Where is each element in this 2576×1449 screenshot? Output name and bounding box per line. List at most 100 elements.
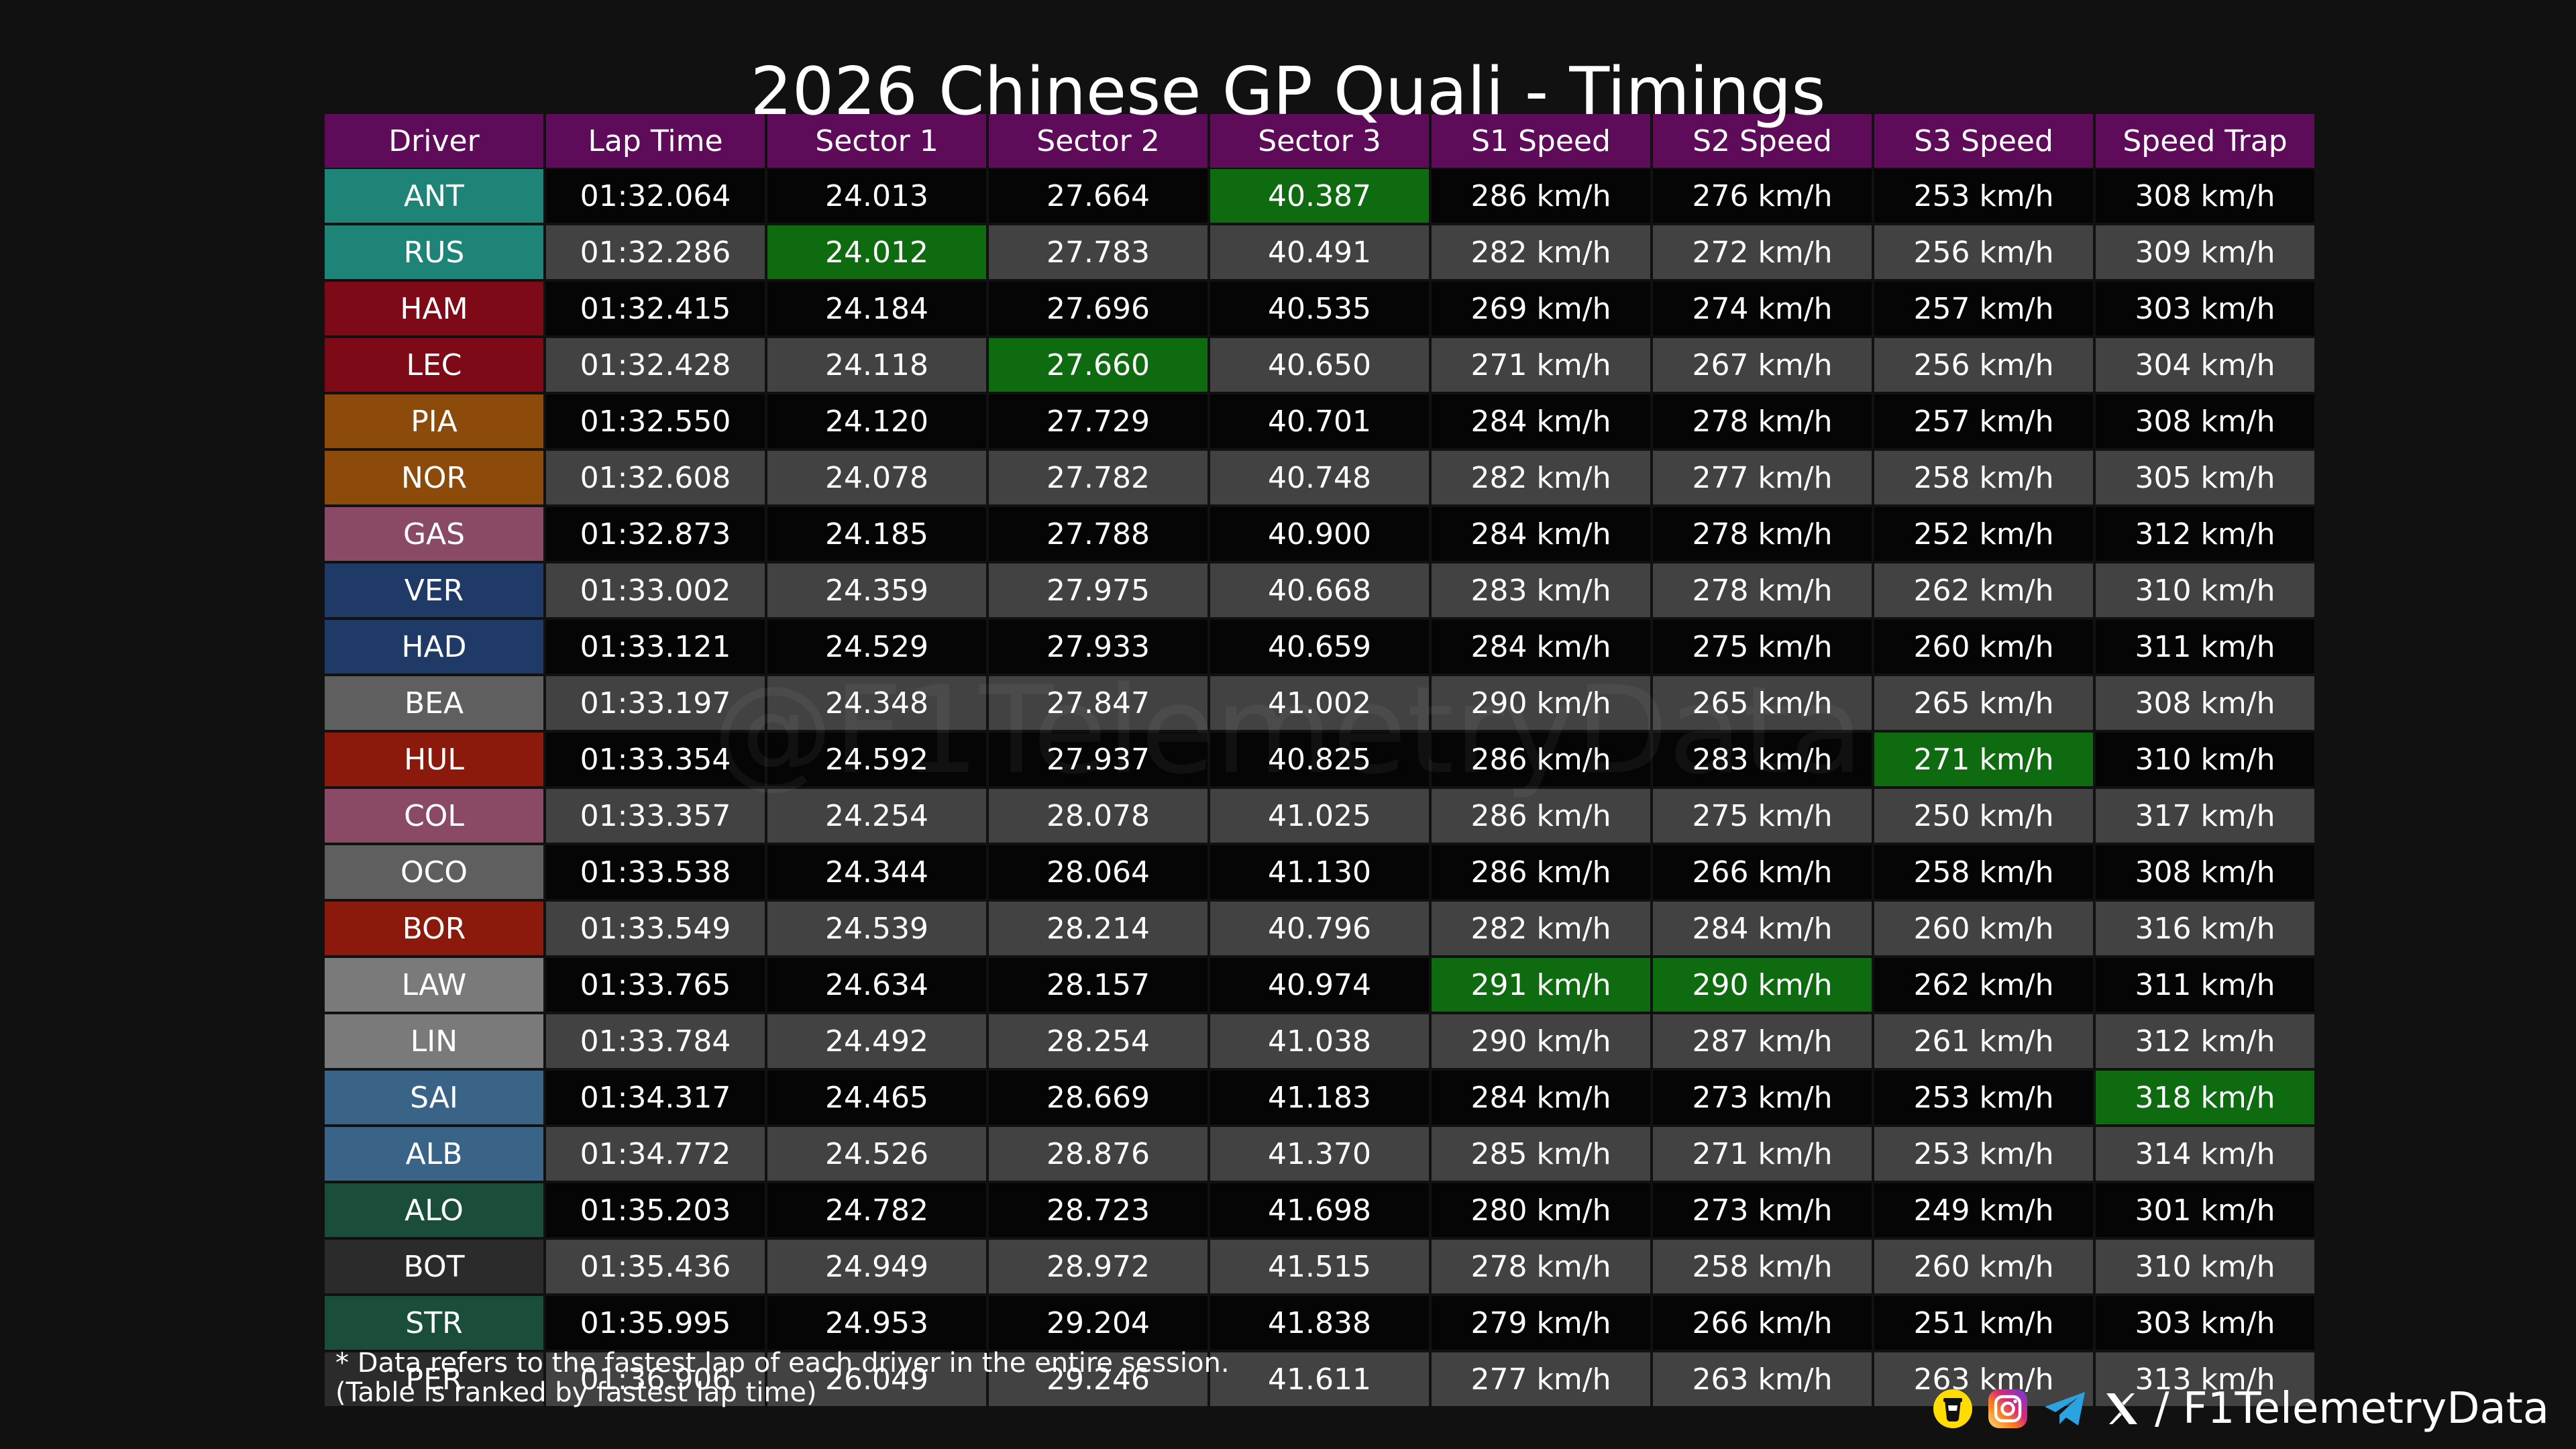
value-cell: 273 km/h (1653, 1069, 1872, 1126)
column-header: Speed Trap (2096, 114, 2314, 168)
value-cell: 41.370 (1210, 1126, 1429, 1182)
value-cell: 01:32.286 (546, 224, 765, 280)
value-cell: 283 km/h (1653, 731, 1872, 788)
driver-cell: NOR (325, 449, 543, 506)
value-cell: 278 km/h (1653, 562, 1872, 619)
column-header: S3 Speed (1874, 114, 2093, 168)
value-cell: 01:32.064 (546, 168, 765, 224)
buymeacoffee-icon[interactable] (1932, 1388, 1974, 1430)
value-cell: 291 km/h (1432, 957, 1650, 1013)
value-cell: 24.634 (767, 957, 986, 1013)
value-cell: 276 km/h (1653, 168, 1872, 224)
header-row: Driver Lap Time Sector 1 Sector 2 Sector 3 S1… (325, 114, 2314, 168)
value-cell: 24.254 (767, 788, 986, 844)
value-cell: 27.847 (989, 675, 1208, 731)
value-cell: 41.183 (1210, 1069, 1429, 1126)
instagram-icon[interactable] (1987, 1388, 2029, 1430)
value-cell: 01:35.203 (546, 1182, 765, 1238)
value-cell: 28.064 (989, 844, 1208, 900)
value-cell: 28.876 (989, 1126, 1208, 1182)
value-cell: 24.953 (767, 1295, 986, 1351)
value-cell: 24.592 (767, 731, 986, 788)
table-row: BOT 01:35.436 24.949 28.972 41.515 278 km/h 25… (325, 1238, 2314, 1295)
value-cell: 41.838 (1210, 1295, 1429, 1351)
driver-cell: BOR (325, 900, 543, 957)
value-cell: 01:33.354 (546, 731, 765, 788)
value-cell: 40.825 (1210, 731, 1429, 788)
value-cell: 24.012 (767, 224, 986, 280)
value-cell: 41.611 (1210, 1351, 1429, 1407)
value-cell: 260 km/h (1874, 1238, 2093, 1295)
value-cell: 258 km/h (1653, 1238, 1872, 1295)
telegram-icon[interactable] (2042, 1388, 2089, 1430)
value-cell: 01:35.436 (546, 1238, 765, 1295)
value-cell: 262 km/h (1874, 957, 2093, 1013)
value-cell: 267 km/h (1653, 337, 1872, 393)
value-cell: 24.344 (767, 844, 986, 900)
value-cell: 27.782 (989, 449, 1208, 506)
value-cell: 314 km/h (2096, 1126, 2314, 1182)
driver-cell: LAW (325, 957, 543, 1013)
value-cell: 256 km/h (1874, 224, 2093, 280)
value-cell: 261 km/h (1874, 1013, 2093, 1069)
value-cell: 41.698 (1210, 1182, 1429, 1238)
value-cell: 40.387 (1210, 168, 1429, 224)
value-cell: 24.529 (767, 619, 986, 675)
table-row: LEC 01:32.428 24.118 27.660 40.650 271 km/h 26… (325, 337, 2314, 393)
driver-cell: RUS (325, 224, 543, 280)
table-row: GAS 01:32.873 24.185 27.788 40.900 284 km/h 27… (325, 506, 2314, 562)
value-cell: 40.900 (1210, 506, 1429, 562)
value-cell: 313 km/h (2096, 1351, 2314, 1407)
value-cell: 272 km/h (1653, 224, 1872, 280)
driver-cell: PER (325, 1351, 543, 1407)
value-cell: 269 km/h (1432, 280, 1650, 337)
value-cell: 278 km/h (1653, 393, 1872, 449)
value-cell: 28.972 (989, 1238, 1208, 1295)
value-cell: 01:32.550 (546, 393, 765, 449)
table-row: BEA 01:33.197 24.348 27.847 41.002 290 km/h 26… (325, 675, 2314, 731)
column-header: Lap Time (546, 114, 765, 168)
value-cell: 40.701 (1210, 393, 1429, 449)
value-cell: 27.933 (989, 619, 1208, 675)
value-cell: 284 km/h (1432, 619, 1650, 675)
driver-cell: PIA (325, 393, 543, 449)
value-cell: 251 km/h (1874, 1295, 2093, 1351)
column-header: S1 Speed (1432, 114, 1650, 168)
value-cell: 27.664 (989, 168, 1208, 224)
table-row: NOR 01:32.608 24.078 27.782 40.748 282 km/h 27… (325, 449, 2314, 506)
x-icon[interactable] (2102, 1389, 2141, 1428)
driver-cell: OCO (325, 844, 543, 900)
value-cell: 40.668 (1210, 562, 1429, 619)
value-cell: 01:32.608 (546, 449, 765, 506)
value-cell: 01:33.002 (546, 562, 765, 619)
value-cell: 290 km/h (1432, 675, 1650, 731)
value-cell: 283 km/h (1432, 562, 1650, 619)
driver-cell: VER (325, 562, 543, 619)
value-cell: 265 km/h (1653, 675, 1872, 731)
value-cell: 24.492 (767, 1013, 986, 1069)
value-cell: 27.660 (989, 337, 1208, 393)
value-cell: 271 km/h (1432, 337, 1650, 393)
value-cell: 27.788 (989, 506, 1208, 562)
value-cell: 310 km/h (2096, 562, 2314, 619)
table-row: BOR 01:33.549 24.539 28.214 40.796 282 km/h 28… (325, 900, 2314, 957)
value-cell: 27.696 (989, 280, 1208, 337)
table-row: HUL 01:33.354 24.592 27.937 40.825 286 km/h 28… (325, 731, 2314, 788)
value-cell: 282 km/h (1432, 900, 1650, 957)
value-cell: 312 km/h (2096, 506, 2314, 562)
value-cell: 275 km/h (1653, 619, 1872, 675)
value-cell: 27.975 (989, 562, 1208, 619)
value-cell: 274 km/h (1653, 280, 1872, 337)
value-cell: 290 km/h (1432, 1013, 1650, 1069)
value-cell: 41.515 (1210, 1238, 1429, 1295)
value-cell: 01:33.121 (546, 619, 765, 675)
value-cell: 284 km/h (1432, 393, 1650, 449)
table-row: RUS 01:32.286 24.012 27.783 40.491 282 km/h 27… (325, 224, 2314, 280)
value-cell: 263 km/h (1653, 1351, 1872, 1407)
value-cell: 286 km/h (1432, 168, 1650, 224)
value-cell: 258 km/h (1874, 449, 2093, 506)
table-row: HAD 01:33.121 24.529 27.933 40.659 284 km/h 27… (325, 619, 2314, 675)
value-cell: 290 km/h (1653, 957, 1872, 1013)
value-cell: 28.214 (989, 900, 1208, 957)
value-cell: 260 km/h (1874, 619, 2093, 675)
